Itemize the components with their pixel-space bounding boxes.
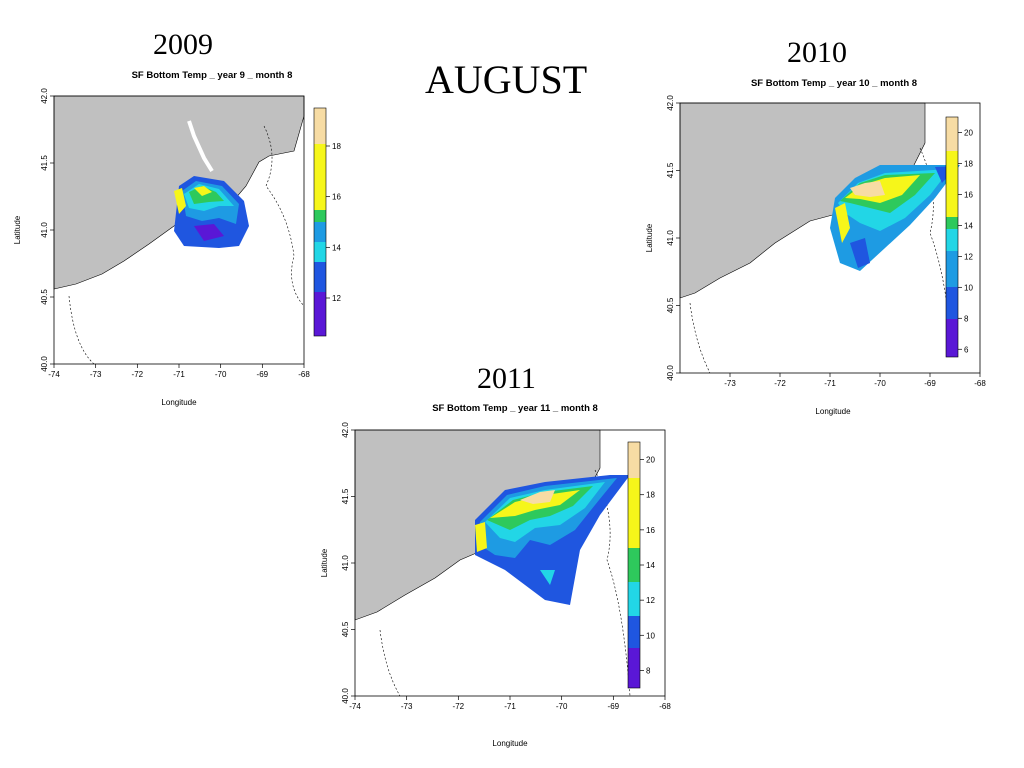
x-tick-label: -74 [48, 370, 60, 379]
colorbar-tick-label: 18 [332, 142, 341, 151]
x-tick-label: -72 [774, 379, 786, 388]
colorbar-tick-label: 14 [964, 221, 973, 230]
x-tick-label: -73 [401, 702, 413, 711]
x-tick-label: -70 [215, 370, 227, 379]
x-tick-label: -74 [349, 702, 361, 711]
x-axis-label: Longitude [161, 398, 197, 407]
x-tick-label: -69 [924, 379, 936, 388]
y-tick-label: 42.0 [666, 95, 675, 111]
colorbar-tick-label: 8 [646, 666, 651, 675]
x-tick-label: -69 [608, 702, 620, 711]
y-tick-label: 42.0 [341, 422, 350, 438]
y-tick-label: 40.0 [666, 365, 675, 381]
year-label-2010: 2010 [787, 36, 847, 69]
map-panel-2009: SF Bottom Temp _ year 9 _ month 8 [10, 66, 365, 411]
y-tick-label: 41.5 [341, 488, 350, 504]
colorbar-tick-label: 18 [964, 159, 973, 168]
x-tick-label: -71 [824, 379, 836, 388]
colorbar-tick-label: 18 [646, 491, 655, 500]
y-tick-label: 40.5 [40, 289, 49, 305]
temperature-field [830, 165, 960, 271]
y-tick-label: 42.0 [40, 88, 49, 104]
map-figure-2010: SF Bottom Temp _ year 10 _ month 8 [640, 72, 1012, 420]
y-tick-label: 41.0 [666, 230, 675, 246]
temperature-field [475, 475, 630, 605]
y-tick-label: 40.5 [341, 621, 350, 637]
x-axis-label: Longitude [815, 407, 851, 416]
colorbar-tick-label: 16 [332, 193, 341, 202]
x-tick-label: -68 [974, 379, 986, 388]
map-figure-2011: SF Bottom Temp _ year 11 _ month 8 [318, 398, 678, 756]
colorbar-tick-label: 6 [964, 345, 969, 354]
map-title: SF Bottom Temp _ year 11 _ month 8 [432, 403, 598, 414]
depth-contour [379, 629, 401, 697]
map-title: SF Bottom Temp _ year 10 _ month 8 [751, 78, 917, 89]
colorbar-tick-label: 12 [332, 294, 341, 303]
x-axis-label: Longitude [492, 739, 528, 748]
x-tick-label: -68 [298, 370, 310, 379]
map-figure-2009: SF Bottom Temp _ year 9 _ month 8 [10, 66, 365, 411]
colorbar-tick-label: 14 [646, 561, 655, 570]
x-tick-label: -69 [257, 370, 269, 379]
colorbar: 8 10 12 14 16 18 20 [627, 441, 655, 689]
colorbar-tick-label: 10 [646, 631, 655, 640]
colorbar-tick-label: 16 [964, 190, 973, 199]
y-axis-label: Latitude [320, 548, 329, 577]
colorbar-tick-label: 20 [964, 128, 973, 137]
y-tick-label: 40.0 [40, 356, 49, 372]
colorbar-tick-label: 14 [332, 243, 341, 252]
y-tick-label: 40.0 [341, 688, 350, 704]
y-tick-label: 41.0 [341, 555, 350, 571]
map-panel-2010: SF Bottom Temp _ year 10 _ month 8 [640, 72, 1012, 420]
colorbar-tick-label: 10 [964, 283, 973, 292]
y-tick-label: 41.5 [40, 155, 49, 171]
river [187, 120, 214, 173]
x-tick-label: -73 [90, 370, 102, 379]
colorbar-tick-label: 20 [646, 456, 655, 465]
x-tick-label: -68 [659, 702, 671, 711]
x-tick-label: -72 [453, 702, 465, 711]
colorbar-tick-label: 12 [964, 252, 973, 261]
map-title: SF Bottom Temp _ year 9 _ month 8 [132, 70, 293, 81]
x-tick-label: -72 [132, 370, 144, 379]
land-mass [679, 102, 926, 299]
colorbar-tick-label: 8 [964, 314, 969, 323]
colorbar: 6 8 10 12 14 16 18 20 [945, 116, 973, 358]
x-tick-label: -71 [504, 702, 516, 711]
slide-title: AUGUST [425, 57, 588, 102]
y-tick-label: 41.5 [666, 162, 675, 178]
map-panel-2011: SF Bottom Temp _ year 11 _ month 8 [318, 398, 678, 756]
colorbar-tick-label: 12 [646, 596, 655, 605]
y-axis-label: Latitude [645, 223, 654, 252]
y-axis-label: Latitude [13, 215, 22, 244]
year-label-2011: 2011 [477, 362, 536, 395]
colorbar-tick-label: 16 [646, 526, 655, 535]
x-tick-label: -73 [724, 379, 736, 388]
temperature-field [174, 176, 249, 248]
x-tick-label: -70 [874, 379, 886, 388]
x-tick-label: -70 [556, 702, 568, 711]
year-label-2009: 2009 [153, 28, 213, 61]
y-tick-label: 41.0 [40, 222, 49, 238]
colorbar: 12 14 16 18 [313, 107, 341, 337]
y-tick-label: 40.5 [666, 297, 675, 313]
x-tick-label: -71 [173, 370, 185, 379]
depth-contour [68, 295, 95, 365]
